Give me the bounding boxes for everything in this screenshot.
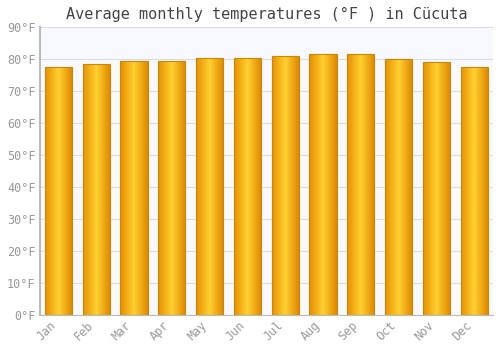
- Bar: [120, 61, 148, 315]
- Bar: [272, 56, 299, 315]
- Bar: [347, 55, 374, 315]
- Bar: [423, 62, 450, 315]
- Bar: [310, 55, 336, 315]
- Bar: [460, 67, 488, 315]
- Bar: [158, 61, 186, 315]
- Bar: [234, 58, 261, 315]
- Bar: [385, 59, 412, 315]
- Bar: [196, 58, 224, 315]
- Title: Average monthly temperatures (°F ) in Cücuta: Average monthly temperatures (°F ) in Cü…: [66, 7, 467, 22]
- Bar: [82, 64, 110, 315]
- Bar: [45, 67, 72, 315]
